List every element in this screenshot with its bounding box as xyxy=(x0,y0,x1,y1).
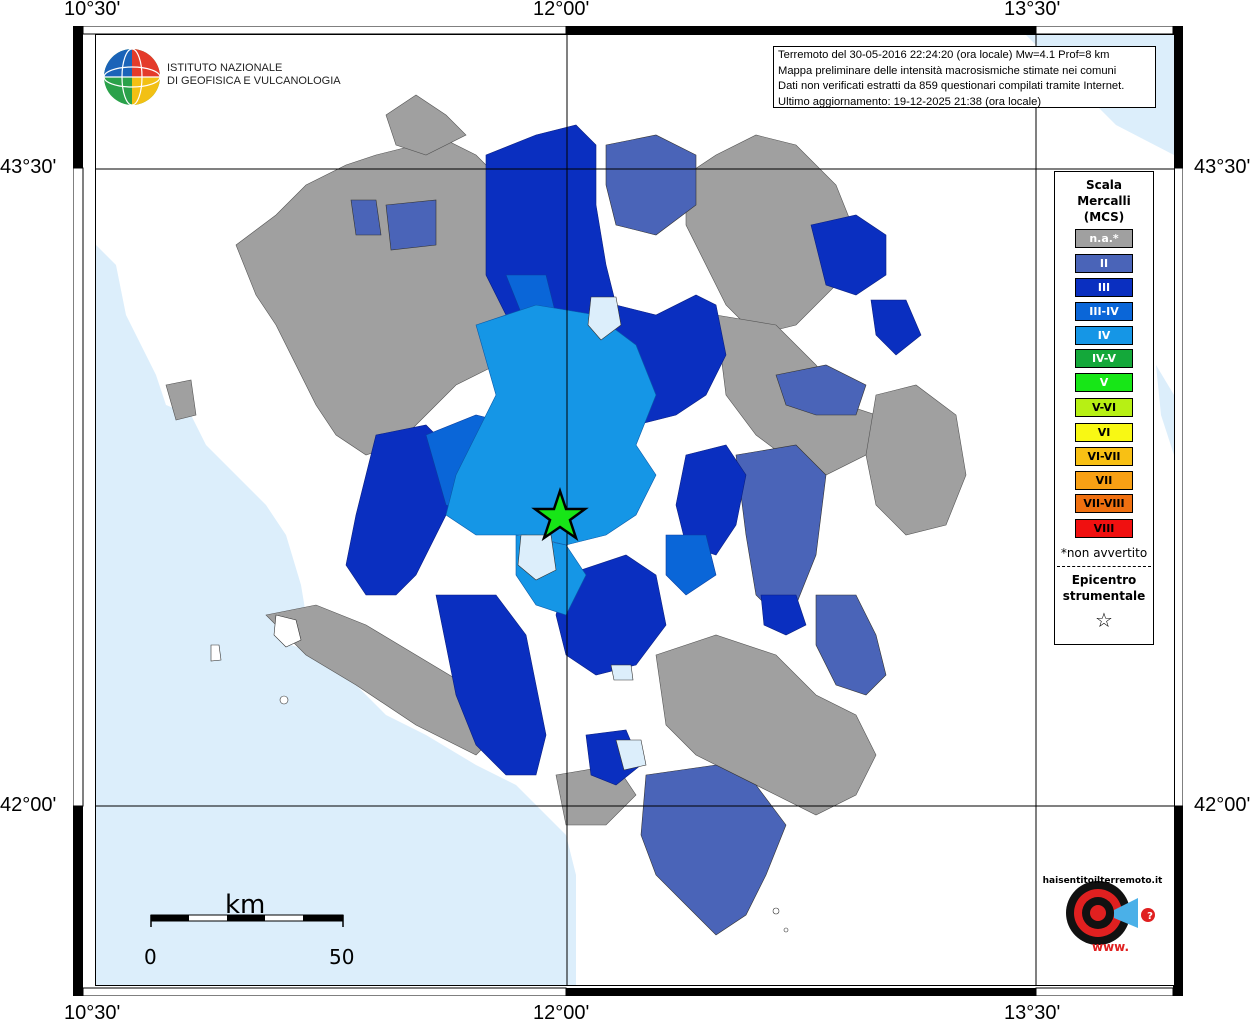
legend-title-2: Mercalli xyxy=(1077,194,1131,208)
region-III-IV-east xyxy=(665,534,717,596)
tick-bottom-2: 12°00' xyxy=(533,1002,590,1024)
legend-star-icon: ☆ xyxy=(1095,608,1113,632)
ingv-line1: ISTITUTO NAZIONALE xyxy=(167,62,283,74)
tick-top-2: 12°00' xyxy=(533,0,590,20)
legend-title: Scala Mercalli (MCS) xyxy=(1055,177,1153,225)
region-II-northeast2 xyxy=(775,364,867,416)
tick-top-1: 10°30' xyxy=(64,0,121,20)
info-line-1: Terremoto del 30-05-2016 22:24:20 (ora l… xyxy=(778,49,1110,61)
tick-top-3: 13°30' xyxy=(1004,0,1061,20)
legend-swatch-VIII: VIII xyxy=(1075,519,1133,538)
legend-swatch-VI-VII: VI-VII xyxy=(1075,447,1133,466)
scalebar-start: 0 xyxy=(144,945,157,969)
brand-line1: haisentitoilterremoto.it xyxy=(1042,876,1163,886)
hole-south2 xyxy=(610,664,634,681)
region-II-east xyxy=(735,444,827,616)
legend-epicenter-2: strumentale xyxy=(1062,589,1146,603)
hole-south xyxy=(615,739,647,771)
legend-swatch-IV-V: IV-V xyxy=(1075,349,1133,368)
region-II-north xyxy=(605,134,697,236)
sea-area xyxy=(96,245,576,985)
ingv-logo-icon xyxy=(102,47,162,111)
tick-left-1: 43°30' xyxy=(0,156,57,178)
scalebar-title: km xyxy=(225,890,266,920)
map-area xyxy=(95,34,1175,986)
legend-note: *non avvertito xyxy=(1060,546,1148,560)
legend-swatch-V-VI: V-VI xyxy=(1075,398,1133,417)
island-1 xyxy=(273,614,302,648)
region-III-east xyxy=(675,444,747,556)
map-frame-border xyxy=(72,25,1184,997)
region-na-north xyxy=(385,94,467,156)
intensity-legend: Scala Mercalli (MCS) n.a.* II III III-IV… xyxy=(1054,171,1154,645)
legend-title-3: (MCS) xyxy=(1083,210,1125,224)
info-line-2: Mappa preliminare delle intensità macros… xyxy=(778,64,1117,77)
region-II-nw2 xyxy=(350,199,382,236)
legend-swatch-na: n.a.* xyxy=(1075,229,1133,248)
region-II-nw xyxy=(385,199,437,251)
island-2 xyxy=(210,644,222,662)
ingv-line2: DI GEOFISICA E VULCANOLOGIA xyxy=(167,75,341,87)
map-canvas xyxy=(96,35,1174,985)
legend-swatch-II: II xyxy=(1075,254,1133,273)
legend-swatch-IV: IV xyxy=(1075,326,1133,345)
info-line-4: Ultimo aggiornamento: 19-12-2025 21:38 (… xyxy=(778,95,1042,108)
info-line-3: Dati non verificati estratti da 859 ques… xyxy=(778,80,1125,92)
epicenter-star xyxy=(531,487,589,542)
legend-swatch-VII-VIII: VII-VIII xyxy=(1075,494,1133,513)
legend-swatch-III: III xyxy=(1075,278,1133,297)
region-II-southeast xyxy=(815,594,887,696)
region-III-ne-small xyxy=(870,299,922,356)
region-IV-center xyxy=(445,304,657,546)
brand-caption: haisentitoilterremoto.it xyxy=(1040,872,1165,886)
earthquake-info-box: Terremoto del 30-05-2016 22:24:20 (ora l… xyxy=(773,46,1156,108)
haisentito-logo-icon: ? xyxy=(1066,881,1155,945)
legend-swatch-III-IV: III-IV xyxy=(1075,302,1133,321)
tick-bottom-1: 10°30' xyxy=(64,1002,121,1024)
region-III-small-se xyxy=(760,594,807,636)
region-na-west-coast xyxy=(165,379,197,421)
brand-www: www. xyxy=(1092,940,1130,954)
haisentito-logo: ? haisentitoilterremoto.it xyxy=(1038,858,1168,973)
legend-divider xyxy=(1057,566,1151,567)
region-II-south xyxy=(640,764,787,936)
scale-bar xyxy=(150,914,344,927)
scalebar-end: 50 xyxy=(329,945,355,969)
region-III-far-ne xyxy=(810,214,887,296)
legend-title-1: Scala xyxy=(1085,178,1123,192)
tick-right-1: 43°30' xyxy=(1194,156,1251,178)
legend-epicenter-label: Epicentro strumentale xyxy=(1055,572,1153,604)
legend-swatch-VI: VI xyxy=(1075,423,1133,442)
region-na-southeast xyxy=(655,634,877,816)
legend-swatch-V: V xyxy=(1075,373,1133,392)
tick-right-2: 42°00' xyxy=(1194,794,1251,816)
ingv-logo-text: ISTITUTO NAZIONALE DI GEOFISICA E VULCAN… xyxy=(167,62,341,88)
tick-bottom-3: 13°30' xyxy=(1004,1002,1061,1024)
tick-left-2: 42°00' xyxy=(0,794,57,816)
legend-swatch-VII: VII xyxy=(1075,471,1133,490)
region-III-southwest xyxy=(435,594,547,776)
hole-north xyxy=(587,296,622,341)
region-III-south xyxy=(555,554,667,676)
region-na-far-east xyxy=(865,384,967,536)
legend-epicenter-1: Epicentro xyxy=(1071,573,1137,587)
svg-text:?: ? xyxy=(1147,911,1153,922)
